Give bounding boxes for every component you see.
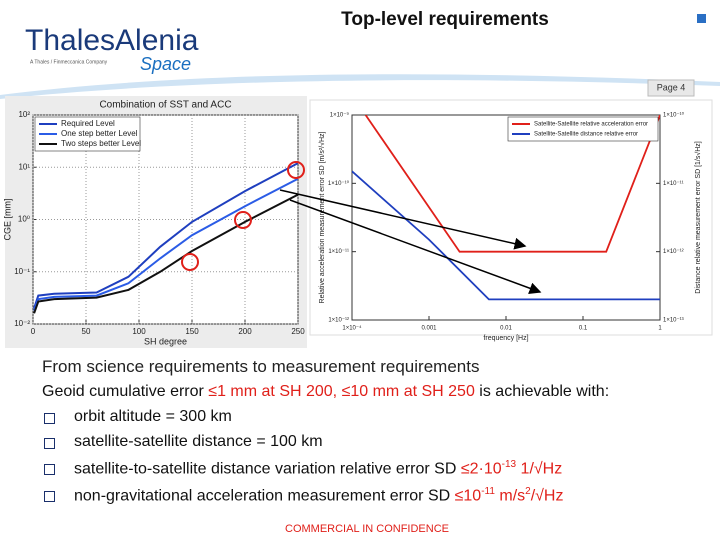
y-tick-label: 1×10⁻¹² [328,318,349,324]
text: -11 [481,486,495,497]
x-tick-label: 0 [31,327,36,336]
bullet: non-gravitational acceleration measureme… [74,486,563,505]
highlight-circle [234,211,252,229]
logo-tagline: A Thales / Finmeccanica Company [30,59,108,65]
arrow [279,189,527,250]
series-line [33,193,298,314]
text: Geoid cumulative error [42,383,209,400]
logo-space: Space [140,54,191,74]
y-axis-label: CGE [mm] [2,199,12,241]
bullet-marker [44,438,55,449]
text: -13 [501,459,517,470]
text: non-gravitational acceleration measureme… [74,487,455,505]
y2-tick-label: 1×10⁻¹¹ [663,181,684,187]
x-tick-label: 50 [82,327,91,336]
legend-label: Two steps better Level [61,139,141,148]
x-tick-label: 100 [132,327,146,336]
text: is achievable with: [474,383,610,400]
header-swoosh [0,74,720,99]
logo: ThalesAlenia [25,24,199,57]
text: ≤2·10 [460,460,502,478]
x-axis-label: SH degree [144,336,187,346]
body-heading: From science requirements to measurement… [42,357,480,376]
bullet-marker [44,413,55,424]
y-tick-label: 1×10⁻¹¹ [328,249,349,255]
y-axis-label: Relative acceleration measurement error … [318,132,326,304]
x-tick-label: 1 [658,326,662,332]
body-intro: Geoid cumulative error ≤1 mm at SH 200, … [42,383,609,401]
page-number: Page 4 [657,82,686,92]
y-tick-label: 10⁻¹ [14,267,30,276]
series-line [364,115,660,253]
corner-square [697,14,706,23]
bullet: orbit altitude = 300 km [74,408,232,426]
slide-title: Top-level requirements [341,9,549,30]
bullet: satellite-satellite distance = 100 km [74,433,323,451]
y2-tick-label: 1×10⁻¹² [663,249,684,255]
text: satellite-satellite distance = 100 km [74,433,323,450]
highlight-circle [181,253,199,271]
y2-tick-label: 1×10⁻¹⁰ [663,112,685,119]
series-group [352,115,660,301]
text: 2 [525,486,531,497]
series-line [352,170,660,301]
text: m/s [494,487,526,505]
y-tick-label: 10¹ [18,162,30,171]
bullet-marker [44,464,55,475]
x-tick-label: 0.001 [421,326,437,332]
page-box [647,79,695,97]
x-tick-label: 0.01 [500,326,512,332]
text: satellite-to-satellite distance variatio… [74,460,461,478]
y-tick-label: 1×10⁻⁹ [330,112,350,119]
footer: COMMERCIAL IN CONFIDENCE [285,523,449,535]
text: orbit altitude = 300 km [74,408,232,425]
x-tick-label: 0.1 [579,326,588,332]
x-tick-label: 250 [291,327,305,336]
x-tick-label: 150 [185,327,199,336]
chart-title: Combination of SST and ACC [99,100,231,111]
legend-label: One step better Level [61,129,138,138]
y-tick-label: 10⁰ [18,215,30,224]
series-line [33,162,298,309]
series-group [33,162,298,314]
y-tick-label: 10² [18,110,30,119]
x-tick-label: 200 [238,327,252,336]
y2-tick-label: 1×10⁻¹³ [663,318,684,324]
y-tick-label: 1×10⁻¹⁰ [328,180,350,187]
x-tick-label: 1×10⁻⁴ [342,325,362,332]
legend-label: Satellite-Satellite relative acceleratio… [534,122,648,128]
legend-label: Satellite-Satellite distance relative er… [534,132,638,138]
text: 1/√Hz [516,460,563,478]
legend-box [507,116,659,142]
text: ≤10 [454,487,482,505]
bullet-marker [44,491,55,502]
y2-axis-label: Distance relative measurement error SD [… [694,141,702,294]
highlight-circle [287,161,305,179]
x-axis-label: frequency [Hz] [483,335,528,342]
text: ≤1 mm at SH 200, ≤10 mm at SH 250 [208,383,475,400]
bullet: satellite-to-satellite distance variatio… [74,459,562,478]
legend-label: Required Level [61,119,115,128]
y-tick-label: 10⁻² [14,319,30,328]
arrow [289,199,542,295]
text: /√Hz [530,487,564,505]
series-line [33,177,298,312]
